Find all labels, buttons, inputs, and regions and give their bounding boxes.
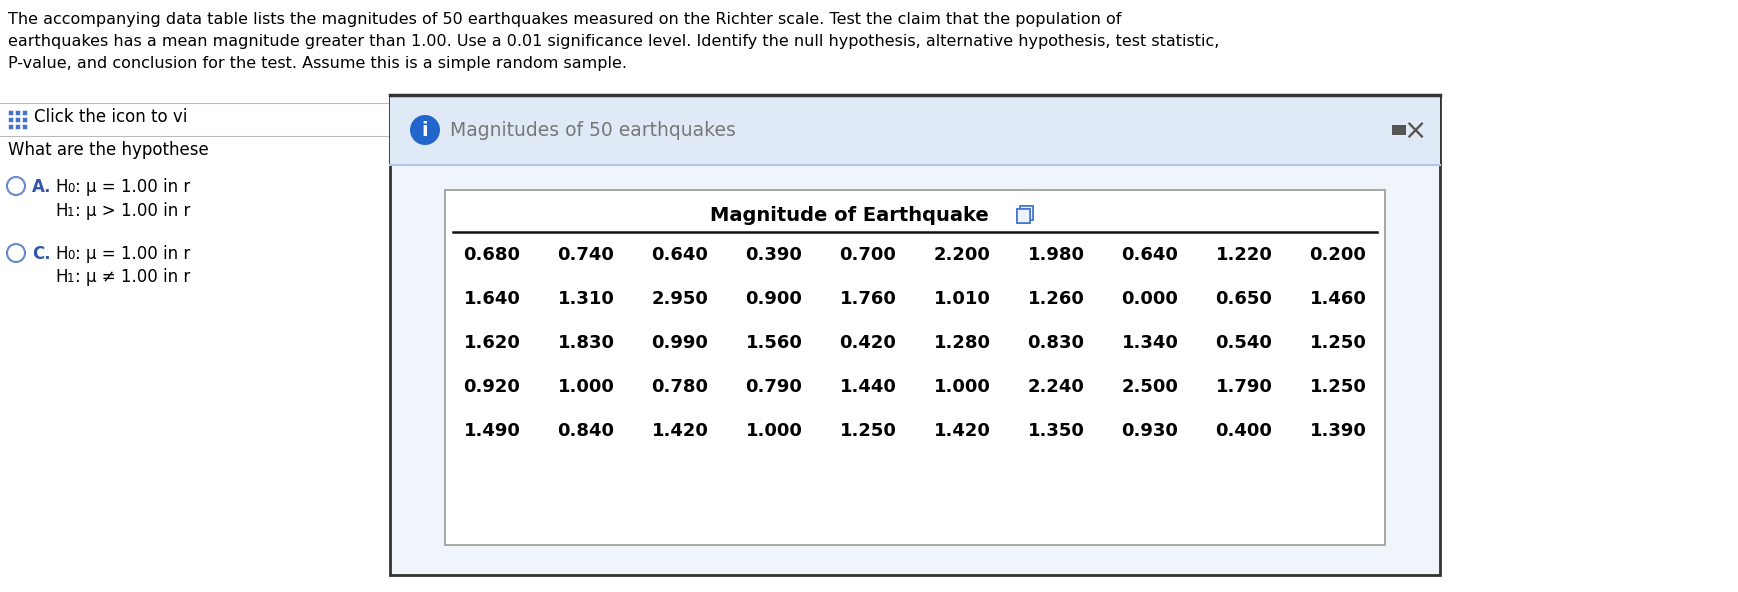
Text: 1.310: 1.310 — [558, 290, 615, 308]
Bar — [1020, 206, 1032, 220]
Text: 2.200: 2.200 — [933, 246, 991, 264]
Text: 0.400: 0.400 — [1215, 422, 1272, 440]
Text: 1.640: 1.640 — [464, 290, 520, 308]
Text: 1.340: 1.340 — [1121, 334, 1178, 352]
Text: C.: C. — [31, 245, 50, 263]
Text: 0.780: 0.780 — [652, 378, 709, 396]
Bar — [389, 95, 1441, 575]
Text: : μ = 1.00 in r: : μ = 1.00 in r — [75, 245, 189, 263]
Text: 0.650: 0.650 — [1215, 290, 1272, 308]
Text: The accompanying data table lists the magnitudes of 50 earthquakes measured on t: The accompanying data table lists the ma… — [9, 12, 1220, 72]
Text: What are the hypothese: What are the hypothese — [9, 141, 209, 159]
Text: 0.700: 0.700 — [839, 246, 897, 264]
Bar — [1017, 209, 1031, 223]
Bar — [16, 117, 21, 122]
Text: 1.280: 1.280 — [933, 334, 991, 352]
Text: 1.010: 1.010 — [933, 290, 991, 308]
Bar — [16, 124, 21, 129]
Text: 1: 1 — [68, 272, 75, 285]
Text: 1.000: 1.000 — [933, 378, 991, 396]
Text: 1.420: 1.420 — [933, 422, 991, 440]
Text: : μ > 1.00 in r: : μ > 1.00 in r — [75, 202, 191, 220]
Text: 1.830: 1.830 — [558, 334, 615, 352]
Text: 1.390: 1.390 — [1309, 422, 1366, 440]
Text: 1.440: 1.440 — [839, 378, 897, 396]
Text: 1.790: 1.790 — [1215, 378, 1272, 396]
Text: 0.390: 0.390 — [746, 246, 803, 264]
Text: : μ ≠ 1.00 in r: : μ ≠ 1.00 in r — [75, 268, 189, 286]
Text: 1.420: 1.420 — [652, 422, 709, 440]
Text: 0.740: 0.740 — [558, 246, 615, 264]
Bar — [1392, 125, 1406, 135]
Text: Click the icon to vi: Click the icon to vi — [35, 108, 188, 126]
Text: 1.460: 1.460 — [1309, 290, 1366, 308]
Text: 0.640: 0.640 — [652, 246, 709, 264]
Text: Magnitude of Earthquake: Magnitude of Earthquake — [709, 206, 989, 225]
Text: 2.950: 2.950 — [652, 290, 709, 308]
Text: 0: 0 — [68, 249, 75, 262]
Text: 1.490: 1.490 — [464, 422, 520, 440]
Text: 1.000: 1.000 — [746, 422, 803, 440]
Bar — [445, 190, 1385, 545]
Text: 1.560: 1.560 — [746, 334, 803, 352]
Text: 1.220: 1.220 — [1215, 246, 1272, 264]
Text: 0.990: 0.990 — [652, 334, 709, 352]
Text: 0.640: 0.640 — [1121, 246, 1178, 264]
Bar — [9, 124, 12, 129]
Text: 0.930: 0.930 — [1121, 422, 1178, 440]
Bar — [1017, 209, 1031, 223]
Text: 1.260: 1.260 — [1027, 290, 1085, 308]
Text: 0.790: 0.790 — [746, 378, 803, 396]
Text: 0.200: 0.200 — [1309, 246, 1366, 264]
Text: H: H — [56, 178, 68, 196]
Bar — [23, 110, 28, 115]
Text: i: i — [422, 121, 428, 140]
Text: H: H — [56, 268, 68, 286]
Text: 0.830: 0.830 — [1027, 334, 1085, 352]
Text: 2.500: 2.500 — [1121, 378, 1178, 396]
Text: 1.250: 1.250 — [1309, 334, 1366, 352]
Text: 1.350: 1.350 — [1027, 422, 1085, 440]
Circle shape — [410, 115, 440, 145]
Bar — [9, 117, 12, 122]
Text: 0: 0 — [68, 182, 75, 195]
Text: 1.760: 1.760 — [839, 290, 897, 308]
Bar — [9, 110, 12, 115]
Bar — [23, 117, 28, 122]
Text: ×: × — [1403, 117, 1427, 145]
Text: 0.840: 0.840 — [558, 422, 615, 440]
Text: 1.000: 1.000 — [558, 378, 615, 396]
Bar — [389, 95, 1441, 165]
Text: H: H — [56, 245, 68, 263]
Text: 1.620: 1.620 — [464, 334, 520, 352]
Bar — [1020, 206, 1032, 220]
Text: 0.680: 0.680 — [464, 246, 520, 264]
Text: 0.540: 0.540 — [1215, 334, 1272, 352]
Text: 0.920: 0.920 — [464, 378, 520, 396]
Text: 0.420: 0.420 — [839, 334, 897, 352]
Text: : μ = 1.00 in r: : μ = 1.00 in r — [75, 178, 189, 196]
Text: 1: 1 — [68, 206, 75, 219]
Bar — [23, 124, 28, 129]
Text: H: H — [56, 202, 68, 220]
Text: A.: A. — [31, 178, 52, 196]
Bar — [16, 110, 21, 115]
Text: Magnitudes of 50 earthquakes: Magnitudes of 50 earthquakes — [450, 121, 735, 140]
Text: 2.240: 2.240 — [1027, 378, 1085, 396]
Text: 1.980: 1.980 — [1027, 246, 1085, 264]
Text: 1.250: 1.250 — [1309, 378, 1366, 396]
Text: 1.250: 1.250 — [839, 422, 897, 440]
Text: 0.000: 0.000 — [1121, 290, 1178, 308]
Text: 0.900: 0.900 — [746, 290, 803, 308]
